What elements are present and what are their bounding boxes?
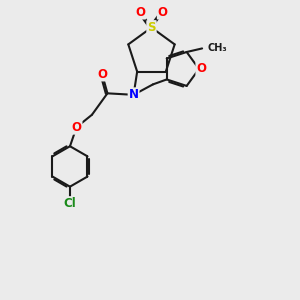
Text: Cl: Cl <box>64 197 76 210</box>
Text: N: N <box>129 88 139 101</box>
Text: O: O <box>71 121 82 134</box>
Text: O: O <box>196 62 206 76</box>
Text: O: O <box>135 6 145 19</box>
Text: O: O <box>158 6 168 19</box>
Text: CH₃: CH₃ <box>207 44 227 53</box>
Text: O: O <box>97 68 107 80</box>
Text: S: S <box>147 21 156 34</box>
